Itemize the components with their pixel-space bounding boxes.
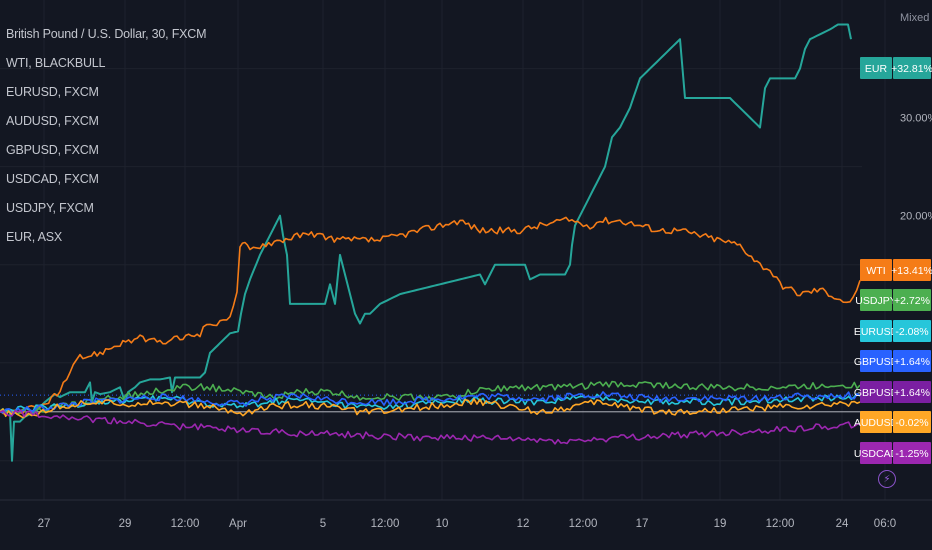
x-tick-label: Apr [229, 518, 247, 530]
lightning-icon[interactable]: ⚡ [878, 470, 896, 488]
x-tick-label: 12:00 [569, 518, 598, 530]
x-tick-label: 06:0 [874, 518, 896, 530]
legend-item-eur[interactable]: EUR, ASX [6, 230, 63, 244]
legend-item-usdjpy[interactable]: USDJPY, FXCM [6, 201, 94, 215]
x-tick-label: 12:00 [171, 518, 200, 530]
legend-item-gbpusd[interactable]: GBPUSD, FXCM [6, 143, 99, 157]
price-tag-name-bg [860, 381, 892, 403]
x-tick-label: 29 [119, 518, 132, 530]
price-tag-value-bg [893, 350, 931, 372]
scale-mode-label[interactable]: Mixed [900, 12, 930, 24]
series-line-wti [0, 216, 861, 416]
price-tag-name-bg [860, 320, 892, 342]
price-tag-value-bg [893, 442, 931, 464]
price-tag-name-bg [860, 350, 892, 372]
legend-item-wti[interactable]: WTI, BLACKBULL [6, 56, 106, 70]
price-tag-name-bg [860, 57, 892, 79]
series-line-eur [0, 23, 852, 462]
series-line-audusd [0, 398, 861, 419]
x-tick-label: 10 [436, 518, 449, 530]
x-tick-label: 12 [517, 518, 530, 530]
price-tag-value-bg [893, 259, 931, 281]
price-tag-name: GBPUSD [854, 387, 899, 399]
price-tag-name-bg [860, 442, 892, 464]
price-tag-value: +1.64% [894, 387, 930, 399]
price-tag-name: USDCAD [854, 448, 899, 460]
x-tick-label: 5 [320, 518, 326, 530]
price-tag-value: +2.72% [894, 295, 930, 307]
legend-item-usdcad[interactable]: USDCAD, FXCM [6, 172, 99, 186]
x-tick-label: 24 [836, 518, 849, 530]
x-tick-label: 12:00 [766, 518, 795, 530]
price-tag-name: USDJPY [855, 295, 896, 307]
price-tag-value: +32.81% [891, 63, 932, 75]
x-tick-label: 12:00 [371, 518, 400, 530]
price-tag-name: WTI [866, 265, 885, 277]
price-tag-name: EUR [865, 63, 888, 75]
price-tag-value: -0.02% [895, 417, 928, 429]
legend-item-eurusd[interactable]: EURUSD, FXCM [6, 85, 99, 99]
price-tag-name-bg [860, 259, 892, 281]
x-tick-label: 19 [714, 518, 727, 530]
price-tag-value: +13.41% [891, 265, 932, 277]
price-tag-value: -1.25% [895, 448, 928, 460]
price-tag-value-bg [893, 57, 931, 79]
price-tag-value-bg [893, 320, 931, 342]
legend-item-audusd[interactable]: AUDUSD, FXCM [6, 114, 99, 128]
price-tag-value: -2.08% [895, 326, 928, 338]
y-tick-label: 20.00% [900, 211, 932, 223]
y-tick-label: 30.00% [900, 113, 932, 125]
price-tag-name-bg [860, 411, 892, 433]
price-tag-name: EURUSD [854, 326, 899, 338]
legend: British Pound / U.S. Dollar, 30, FXCM WT… [6, 20, 207, 252]
x-tick-label: 27 [38, 518, 51, 530]
x-tick-label: 17 [636, 518, 649, 530]
series-line-usdcad [0, 409, 861, 445]
price-tag-name: AUDUSD [854, 417, 899, 429]
price-tag-value: +1.64% [894, 356, 930, 368]
price-tag-value-bg [893, 381, 931, 403]
legend-item-main[interactable]: British Pound / U.S. Dollar, 30, FXCM [6, 27, 207, 41]
series-line-eurusd [0, 392, 861, 413]
price-tag-name-bg [860, 289, 892, 311]
series-line-gbpusd [0, 391, 861, 415]
price-tag-value-bg [893, 411, 931, 433]
price-tag-value-bg [893, 289, 931, 311]
series-line-usdjpy [0, 380, 861, 416]
price-tag-name: GBPUSD [854, 356, 899, 368]
